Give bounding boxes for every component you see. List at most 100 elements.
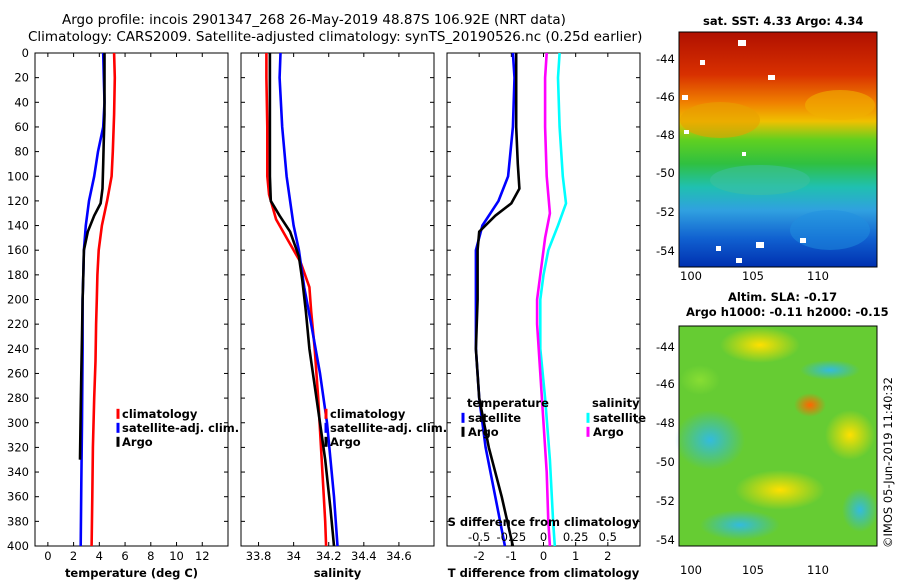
- y-tick-label: 60: [14, 120, 29, 134]
- y-tick-label: 260: [7, 366, 29, 380]
- y-tick-label: 240: [7, 342, 29, 356]
- sla-map-title-1: Altim. SLA: -0.17: [728, 290, 838, 304]
- series-line-s-argo: [535, 52, 552, 547]
- sst-ytick: -50: [656, 166, 675, 180]
- x2-tick-label: 0.25: [563, 530, 589, 544]
- sst-ytick: -46: [656, 90, 675, 104]
- title-line-2: Climatology: CARS2009. Satellite-adjuste…: [28, 29, 643, 45]
- panel-frame: [240, 52, 435, 547]
- sst-ytick: -54: [656, 244, 675, 258]
- sst-map-title: sat. SST: 4.33 Argo: 4.34: [703, 14, 864, 28]
- x-tick-label: 34.6: [386, 549, 412, 563]
- watermark: ©IMOS 05-Jun-2019 11:40:32: [881, 377, 895, 548]
- x-tick-label: 0: [540, 549, 547, 563]
- sla-xtick: 110: [807, 563, 829, 577]
- x-tick-label: -1: [506, 549, 517, 563]
- legend-label: satellite-adj. clim.: [122, 421, 239, 435]
- y-tick-label: 100: [7, 169, 29, 183]
- x-tick-label: 10: [169, 549, 184, 563]
- sst-xtick: 105: [742, 269, 764, 283]
- x-tick-label: 2: [70, 549, 77, 563]
- y-tick-label: 140: [7, 219, 29, 233]
- sla-ytick: -48: [656, 416, 675, 430]
- x-tick-label: 4: [96, 549, 103, 563]
- title-line-1: Argo profile: incois 2901347_268 26-May-…: [62, 12, 566, 28]
- legend-label: Argo: [468, 425, 499, 439]
- x2-tick-label: -0.25: [496, 530, 526, 544]
- sst-xtick: 100: [680, 269, 702, 283]
- series-line-t-satellite: [474, 52, 516, 547]
- sst-ytick: -48: [656, 128, 675, 142]
- x-tick-label: 34.4: [351, 549, 377, 563]
- x-tick-label: 34: [286, 549, 301, 563]
- series-line-s-satellite: [539, 52, 568, 547]
- legend-label: climatology: [330, 407, 406, 421]
- x-tick-label: 12: [195, 549, 210, 563]
- x-axis-label: salinity: [314, 566, 362, 580]
- x-tick-label: 34.2: [316, 549, 342, 563]
- x-tick-label: 0: [44, 549, 51, 563]
- sla-ytick: -54: [656, 533, 675, 547]
- legend-label: climatology: [122, 407, 198, 421]
- y-tick-label: 300: [7, 416, 29, 430]
- sla-ytick: -50: [656, 455, 675, 469]
- sla-map-title-2: Argo h1000: -0.11 h2000: -0.15: [686, 305, 889, 319]
- y-tick-label: 400: [7, 539, 29, 553]
- sla-ytick: -44: [656, 340, 675, 354]
- legend-label: satellite-adj. clim.: [330, 421, 447, 435]
- sst-map: [678, 31, 878, 268]
- y-tick-label: 200: [7, 293, 29, 307]
- legend-label: satellite: [593, 411, 646, 425]
- y-tick-label: 160: [7, 243, 29, 257]
- x2-tick-label: 0.5: [599, 530, 617, 544]
- series-line-argo: [78, 53, 106, 460]
- y-tick-label: 280: [7, 391, 29, 405]
- x2-tick-label: 0: [540, 530, 547, 544]
- y-tick-label: 360: [7, 490, 29, 504]
- y-tick-label: 120: [7, 194, 29, 208]
- x-tick-label: 8: [147, 549, 154, 563]
- sla-xtick: 105: [742, 563, 764, 577]
- sst-ytick: -52: [656, 205, 675, 219]
- sst-xtick: 110: [807, 269, 829, 283]
- sla-ytick: -52: [656, 494, 675, 508]
- series-line-climatology: [90, 52, 117, 547]
- x-axis-label: temperature (deg C): [65, 566, 198, 580]
- x2-tick-label: -0.5: [468, 530, 490, 544]
- y-tick-label: 380: [7, 514, 29, 528]
- panel-frame: [446, 52, 641, 547]
- y-tick-label: 0: [22, 46, 29, 60]
- x-tick-label: -2: [473, 549, 484, 563]
- x-tick-label: 33.8: [246, 549, 272, 563]
- sla-map: [675, 325, 878, 547]
- sla-ytick: -46: [656, 377, 675, 391]
- y-tick-label: 80: [14, 145, 29, 159]
- y-tick-label: 320: [7, 440, 29, 454]
- y-tick-label: 40: [14, 95, 29, 109]
- sla-xtick: 100: [680, 563, 702, 577]
- series-line-t-argo: [474, 53, 521, 547]
- panel-difference: [446, 52, 641, 547]
- legend-title-temperature: temperature: [467, 396, 549, 410]
- panel-temperature: [34, 52, 229, 547]
- x-axis-label: T difference from climatology: [448, 566, 640, 580]
- y-tick-label: 180: [7, 268, 29, 282]
- legend-label: Argo: [122, 435, 153, 449]
- legend-label: satellite: [468, 411, 521, 425]
- x-tick-label: 1: [572, 549, 579, 563]
- y-tick-label: 340: [7, 465, 29, 479]
- x-tick-label: 6: [121, 549, 128, 563]
- panel-frame: [34, 52, 229, 547]
- legend-label: Argo: [593, 425, 624, 439]
- legend-title-salinity: salinity: [592, 396, 640, 410]
- series-line-satellite-adj-clim-: [278, 52, 339, 547]
- y-tick-label: 220: [7, 317, 29, 331]
- x-tick-label: 2: [604, 549, 611, 563]
- sst-ytick: -44: [656, 52, 675, 66]
- legend-label: Argo: [330, 435, 361, 449]
- panel-salinity: [240, 52, 435, 547]
- x-axis-label-2: S difference from climatology: [448, 515, 640, 529]
- series-line-argo: [268, 53, 336, 547]
- y-tick-label: 20: [14, 71, 29, 85]
